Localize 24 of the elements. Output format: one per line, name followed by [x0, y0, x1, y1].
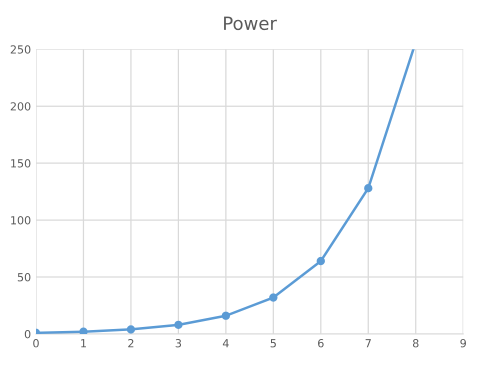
x-tick-label: 4 [222, 339, 229, 348]
x-tick-label: 0 [33, 339, 39, 348]
y-tick-label: 150 [11, 159, 30, 168]
point [269, 293, 278, 302]
point [222, 312, 230, 320]
x-tick-label: 5 [270, 339, 276, 348]
point [79, 328, 88, 334]
x-tick-label: 7 [366, 339, 371, 348]
point [316, 256, 325, 266]
point [126, 325, 136, 334]
x-tick-label: 9 [460, 339, 466, 348]
x-tick-label: 2 [128, 339, 134, 348]
x-tick-label: 3 [176, 339, 182, 348]
x-tick-label: 1 [81, 339, 86, 348]
y-tick-label: 100 [11, 216, 30, 224]
y-tick-label: 0 [24, 330, 30, 338]
chart-title: Power [224, 16, 277, 30]
y-tick-label: 250 [10, 45, 30, 54]
y-tick-label: 200 [10, 102, 30, 111]
x-tick-label: 6 [318, 339, 324, 348]
point [364, 184, 372, 192]
y-tick-label: 50 [18, 273, 30, 282]
point [174, 320, 183, 330]
x-tick-label: 8 [412, 339, 419, 348]
